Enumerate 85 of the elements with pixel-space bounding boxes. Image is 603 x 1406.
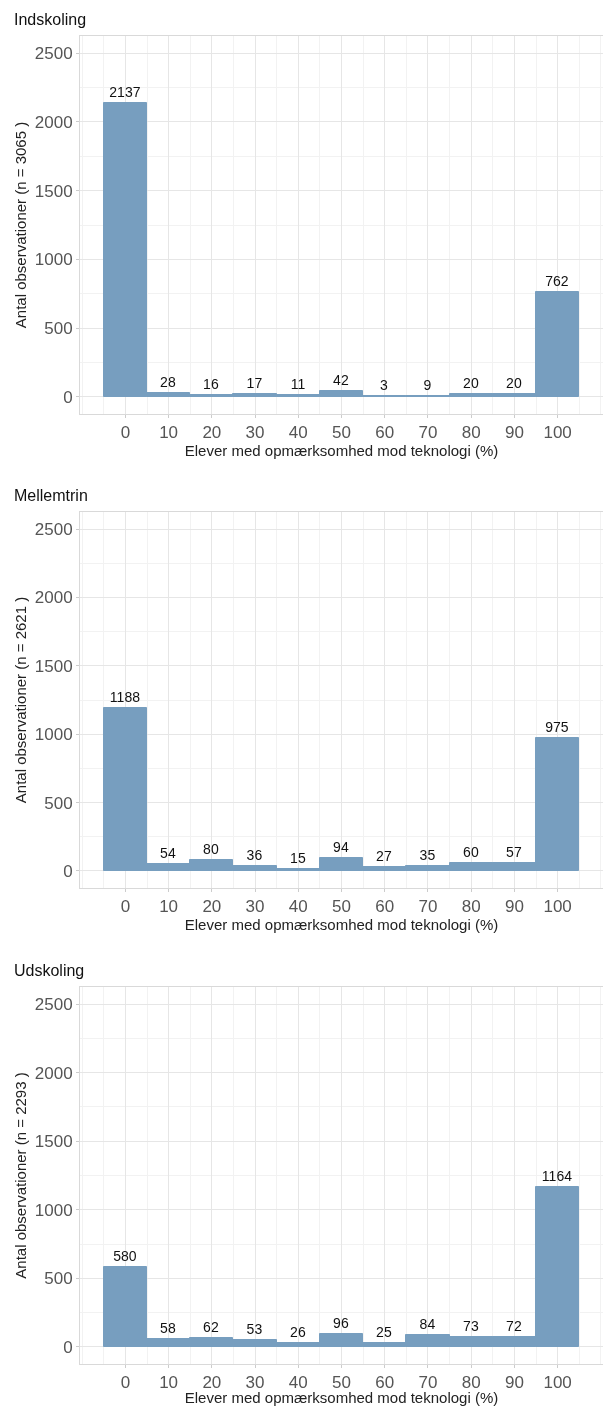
data-label: 2137 (109, 83, 141, 100)
data-label: 72 (506, 1317, 522, 1334)
x-tick-label: 90 (504, 1373, 524, 1393)
data-label: 28 (160, 373, 176, 390)
x-tick-label: 10 (159, 1373, 179, 1393)
data-label: 96 (333, 1314, 349, 1331)
y-tick-label: 500 (44, 1269, 73, 1289)
data-label: 9 (423, 376, 432, 393)
y-axis-title: Antal observationer (n = 2293 ) (12, 1072, 30, 1279)
x-tick-label: 90 (504, 897, 524, 917)
y-tick-label: 2000 (34, 588, 73, 608)
x-tick-label: 10 (159, 423, 179, 443)
data-label: 1188 (109, 688, 141, 705)
x-tick-label: 90 (504, 423, 524, 443)
data-label: 36 (246, 846, 263, 863)
data-label: 1164 (541, 1167, 573, 1184)
x-tick-label: 60 (375, 423, 395, 443)
data-label: 42 (333, 371, 349, 388)
x-tick-label: 0 (120, 423, 131, 443)
data-label: 20 (506, 374, 522, 391)
y-tick-label: 1000 (34, 725, 73, 745)
x-tick-label: 80 (461, 423, 481, 443)
data-label: 762 (545, 272, 569, 289)
y-tick-label: 500 (44, 793, 73, 813)
x-tick-label: 50 (332, 423, 351, 443)
data-label: 3 (380, 376, 388, 393)
y-tick-label: 0 (63, 861, 73, 881)
x-tick-label: 70 (418, 423, 438, 443)
x-tick-label: 70 (418, 897, 438, 917)
data-label: 35 (419, 846, 436, 863)
data-label: 975 (545, 718, 569, 735)
x-tick-label: 100 (543, 897, 572, 917)
x-tick-label: 0 (120, 1373, 131, 1393)
x-tick-label: 100 (543, 423, 572, 443)
y-tick-label: 2500 (34, 520, 73, 540)
data-label: 94 (333, 838, 349, 855)
y-tick-label: 1000 (34, 250, 73, 270)
data-label: 16 (203, 375, 219, 392)
y-axis-title: Antal observationer (n = 2621 ) (12, 596, 30, 804)
data-label: 580 (113, 1247, 137, 1264)
y-tick-label: 1500 (34, 181, 73, 201)
data-label: 60 (463, 843, 479, 860)
x-axis-title: Elever med opmærksomhed mod teknologi (%) (184, 916, 499, 934)
x-tick-label: 20 (202, 423, 222, 443)
data-label: 57 (506, 843, 522, 860)
chart-title: Indskoling (14, 11, 87, 28)
chart-title: Mellemtrin (14, 487, 88, 504)
chart-title: Udskoling (14, 962, 85, 979)
y-tick-label: 1000 (34, 1200, 73, 1220)
y-tick-label: 1500 (34, 1132, 73, 1152)
data-label: 27 (376, 847, 392, 864)
x-tick-label: 100 (543, 1373, 572, 1393)
data-label: 84 (419, 1315, 436, 1332)
y-tick-label: 2500 (34, 995, 73, 1015)
y-tick-label: 0 (63, 1337, 73, 1357)
data-label: 11 (290, 375, 306, 392)
data-label: 80 (203, 840, 219, 857)
data-label: 54 (160, 844, 176, 861)
x-tick-label: 30 (245, 423, 265, 443)
x-tick-label: 80 (461, 897, 481, 917)
x-tick-label: 0 (120, 897, 131, 917)
y-tick-label: 1500 (34, 656, 73, 676)
y-tick-label: 2500 (34, 44, 73, 64)
x-tick-label: 40 (288, 897, 308, 917)
x-tick-label: 20 (202, 897, 222, 917)
x-axis-title: Elever med opmærksomhed mod teknologi (%) (184, 442, 499, 460)
data-label: 53 (246, 1320, 263, 1337)
x-tick-label: 10 (159, 897, 179, 917)
data-label: 17 (246, 374, 263, 391)
x-tick-label: 50 (332, 897, 351, 917)
data-label: 25 (376, 1323, 392, 1340)
y-tick-label: 2000 (34, 112, 73, 132)
y-axis-title: Antal observationer (n = 3065 ) (12, 121, 30, 329)
data-label: 58 (160, 1319, 176, 1336)
data-label: 15 (290, 849, 306, 866)
x-tick-label: 60 (375, 897, 395, 917)
data-label: 73 (463, 1317, 479, 1334)
x-tick-label: 40 (288, 423, 308, 443)
y-tick-label: 2000 (34, 1063, 73, 1083)
data-label: 62 (203, 1318, 219, 1335)
x-tick-label: 30 (245, 897, 265, 917)
y-tick-label: 500 (44, 319, 73, 339)
data-label: 26 (290, 1323, 306, 1340)
y-tick-label: 0 (63, 387, 73, 407)
data-label: 20 (463, 374, 479, 391)
